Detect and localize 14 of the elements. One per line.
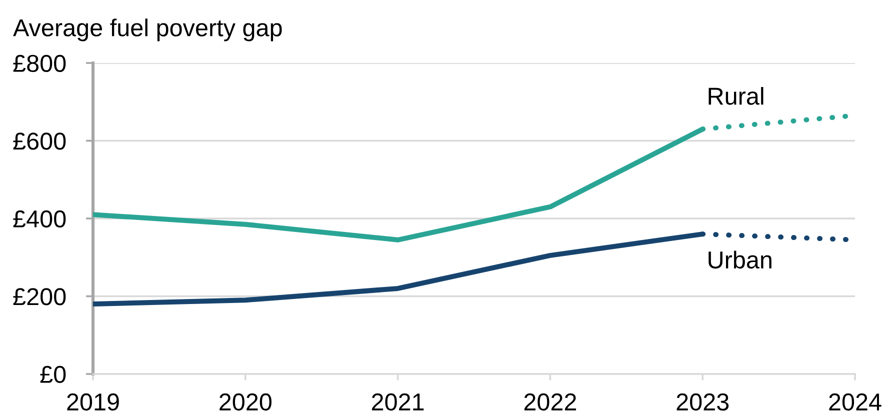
y-tick-label: £800 bbox=[13, 54, 66, 72]
y-tick-label: £600 bbox=[13, 132, 66, 150]
x-tick-label: 2023 bbox=[676, 393, 729, 411]
y-tick-label: £0 bbox=[40, 366, 66, 384]
x-tick-label: 2024 bbox=[829, 393, 882, 411]
x-tick-label: 2019 bbox=[67, 393, 119, 411]
y-tick-label: £200 bbox=[13, 288, 66, 306]
y-axis-title: Average fuel poverty gap bbox=[13, 18, 282, 42]
series-label: Rural bbox=[708, 86, 764, 105]
y-tick-label: £400 bbox=[13, 210, 66, 228]
series-label: Urban bbox=[708, 250, 772, 269]
x-tick-label: 2020 bbox=[220, 393, 272, 411]
x-tick-label: 2022 bbox=[524, 393, 576, 411]
x-tick-label: 2021 bbox=[372, 393, 424, 411]
